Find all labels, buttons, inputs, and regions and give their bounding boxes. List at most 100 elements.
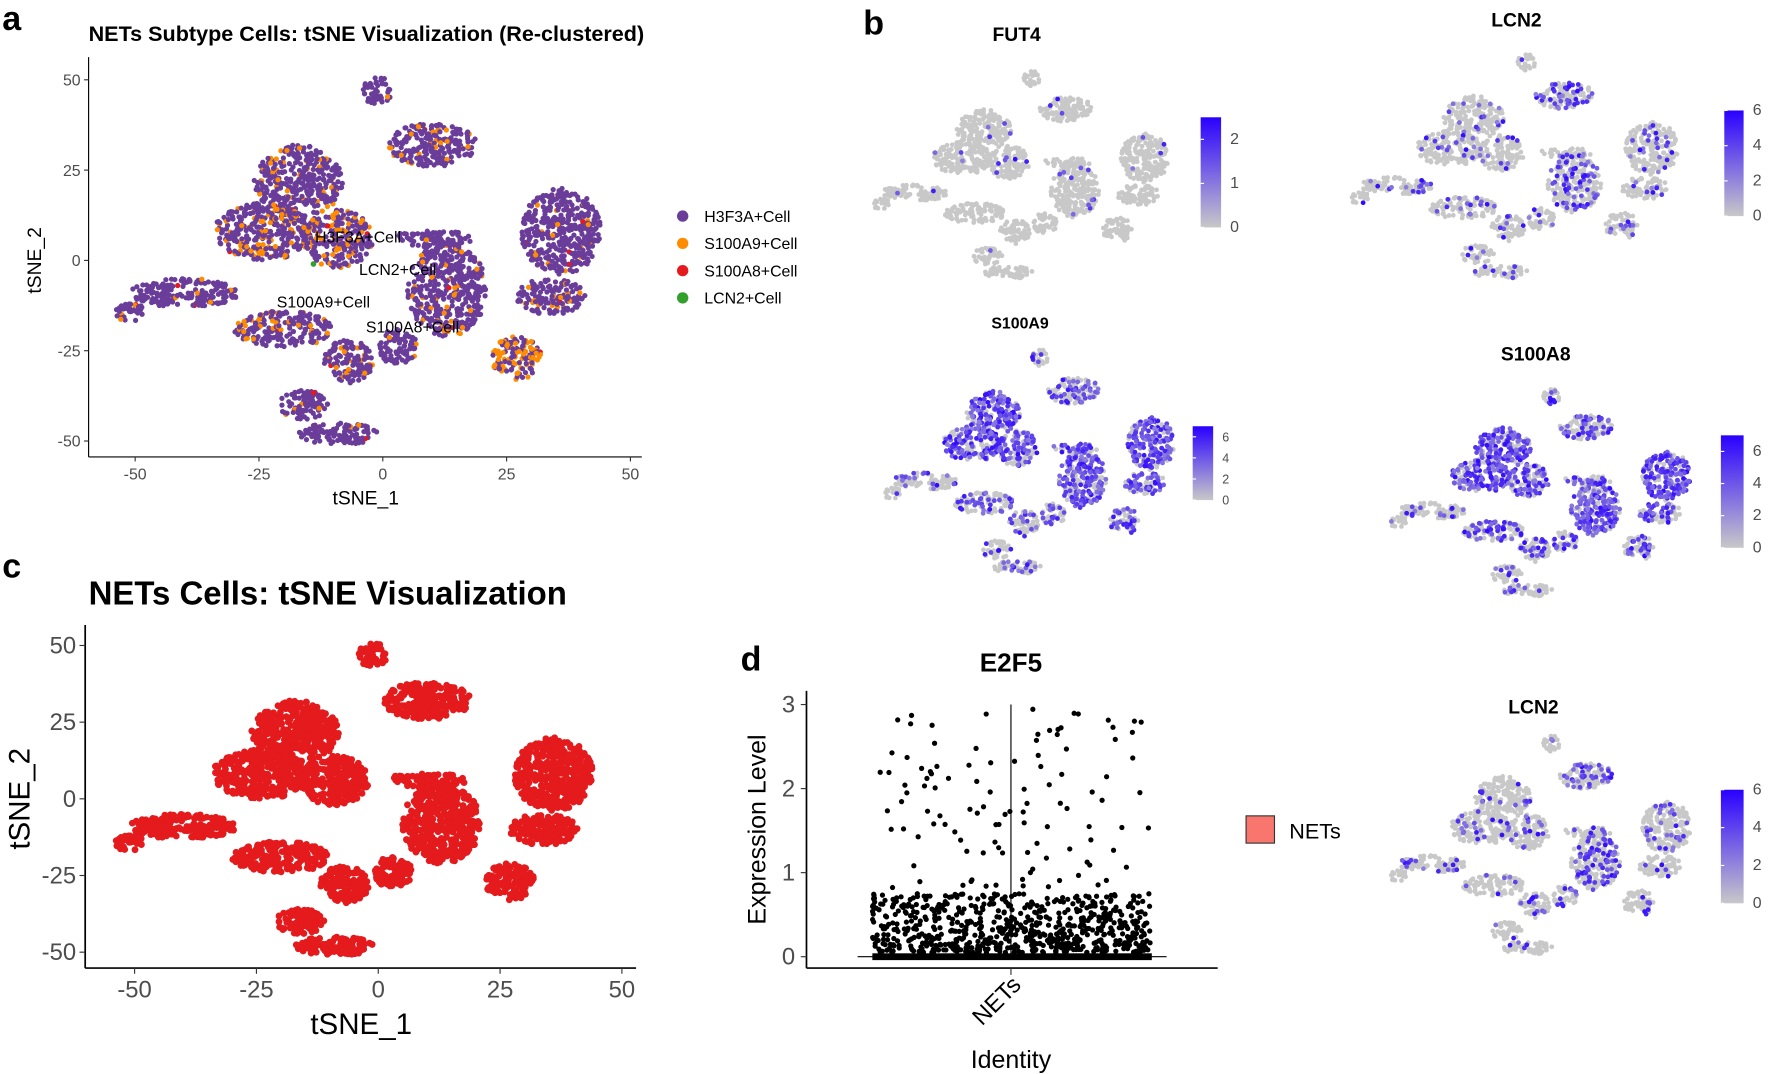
cell-point xyxy=(449,231,456,237)
cell-point xyxy=(567,199,573,205)
cell-point xyxy=(347,379,353,385)
cell-point xyxy=(462,276,468,283)
cell-point xyxy=(498,338,504,345)
cell-point xyxy=(241,209,248,215)
cell-point xyxy=(339,251,345,258)
cell-point xyxy=(924,191,930,196)
cell-point xyxy=(997,210,1003,216)
cell-point xyxy=(1085,167,1091,173)
cell-point xyxy=(243,235,250,241)
cell-point xyxy=(1042,224,1048,230)
cell-point xyxy=(1080,113,1085,118)
cell-point xyxy=(920,197,926,203)
cell-point xyxy=(590,231,597,237)
cell-point xyxy=(1022,154,1027,159)
cell-point xyxy=(288,176,294,182)
cell-point xyxy=(189,290,195,296)
cell-point xyxy=(301,173,307,179)
cell-point xyxy=(1078,98,1084,103)
cell-point xyxy=(321,253,327,259)
cell-point xyxy=(984,148,989,154)
cell-point xyxy=(336,215,343,222)
cell-point xyxy=(1153,137,1158,143)
cell-point xyxy=(336,376,342,382)
cell-point xyxy=(309,433,315,440)
cell-point xyxy=(327,197,333,203)
cell-point xyxy=(456,145,462,151)
cell-point xyxy=(1060,164,1066,170)
cell-point xyxy=(943,192,948,198)
cell-point xyxy=(1119,150,1125,156)
cell-point xyxy=(1012,218,1017,224)
cell-point xyxy=(1068,175,1074,181)
x-axis-label: tSNE_1 xyxy=(333,489,400,510)
cell-point xyxy=(297,430,304,436)
cell-point xyxy=(193,281,199,287)
cell-point xyxy=(324,352,330,358)
cell-point xyxy=(1047,103,1053,108)
cell-point xyxy=(330,346,336,352)
cell-point xyxy=(995,268,1001,274)
cell-point xyxy=(549,258,555,264)
cell-point xyxy=(416,287,422,293)
cell-point xyxy=(533,224,539,230)
cell-point xyxy=(392,137,398,143)
cell-point xyxy=(337,370,343,376)
cell-point xyxy=(273,253,279,259)
cell-point xyxy=(573,225,579,232)
cell-point xyxy=(194,290,201,296)
cell-point xyxy=(557,193,563,199)
cell-point xyxy=(577,284,583,291)
cell-point xyxy=(272,161,278,168)
cell-point xyxy=(359,217,366,223)
cell-point xyxy=(1125,191,1131,196)
cell-point xyxy=(275,177,281,183)
cell-point xyxy=(934,162,939,168)
cell-point xyxy=(957,140,963,146)
cell-point xyxy=(160,281,166,287)
cell-point xyxy=(342,428,348,434)
cell-point xyxy=(411,279,417,285)
cell-point xyxy=(423,237,430,243)
cell-point xyxy=(531,291,537,297)
cell-point xyxy=(1118,215,1124,221)
cell-point xyxy=(444,156,450,163)
cell-point xyxy=(971,220,977,225)
cell-point xyxy=(1054,203,1059,209)
cell-point xyxy=(324,401,331,407)
cell-point xyxy=(958,202,964,208)
cell-point xyxy=(214,300,220,306)
cell-point xyxy=(296,395,302,401)
cell-point xyxy=(509,350,516,356)
cell-point xyxy=(1071,117,1077,123)
cell-point xyxy=(373,80,379,86)
cell-point xyxy=(354,222,360,229)
cell-point xyxy=(386,145,393,151)
cell-point xyxy=(1026,80,1032,86)
cell-point xyxy=(1151,154,1157,159)
cell-point xyxy=(311,203,318,209)
cell-point xyxy=(224,288,230,294)
cell-point xyxy=(333,191,339,198)
cell-point xyxy=(886,185,892,191)
cell-point xyxy=(546,247,552,253)
cell-point xyxy=(316,216,322,222)
cell-point xyxy=(458,311,465,317)
cell-point xyxy=(476,284,482,291)
cell-point xyxy=(175,282,181,289)
cell-point xyxy=(181,276,187,283)
cell-point xyxy=(1002,157,1008,163)
cell-point xyxy=(341,349,347,355)
cell-point xyxy=(333,222,340,228)
cell-point xyxy=(261,163,267,169)
cell-point xyxy=(427,293,434,299)
cell-point xyxy=(140,282,146,288)
cell-point xyxy=(585,221,591,228)
cell-point xyxy=(927,195,933,201)
cell-point xyxy=(236,214,242,220)
cell-point xyxy=(418,293,425,299)
cell-point xyxy=(256,250,262,256)
cell-point xyxy=(314,176,320,183)
cell-point xyxy=(552,307,559,314)
